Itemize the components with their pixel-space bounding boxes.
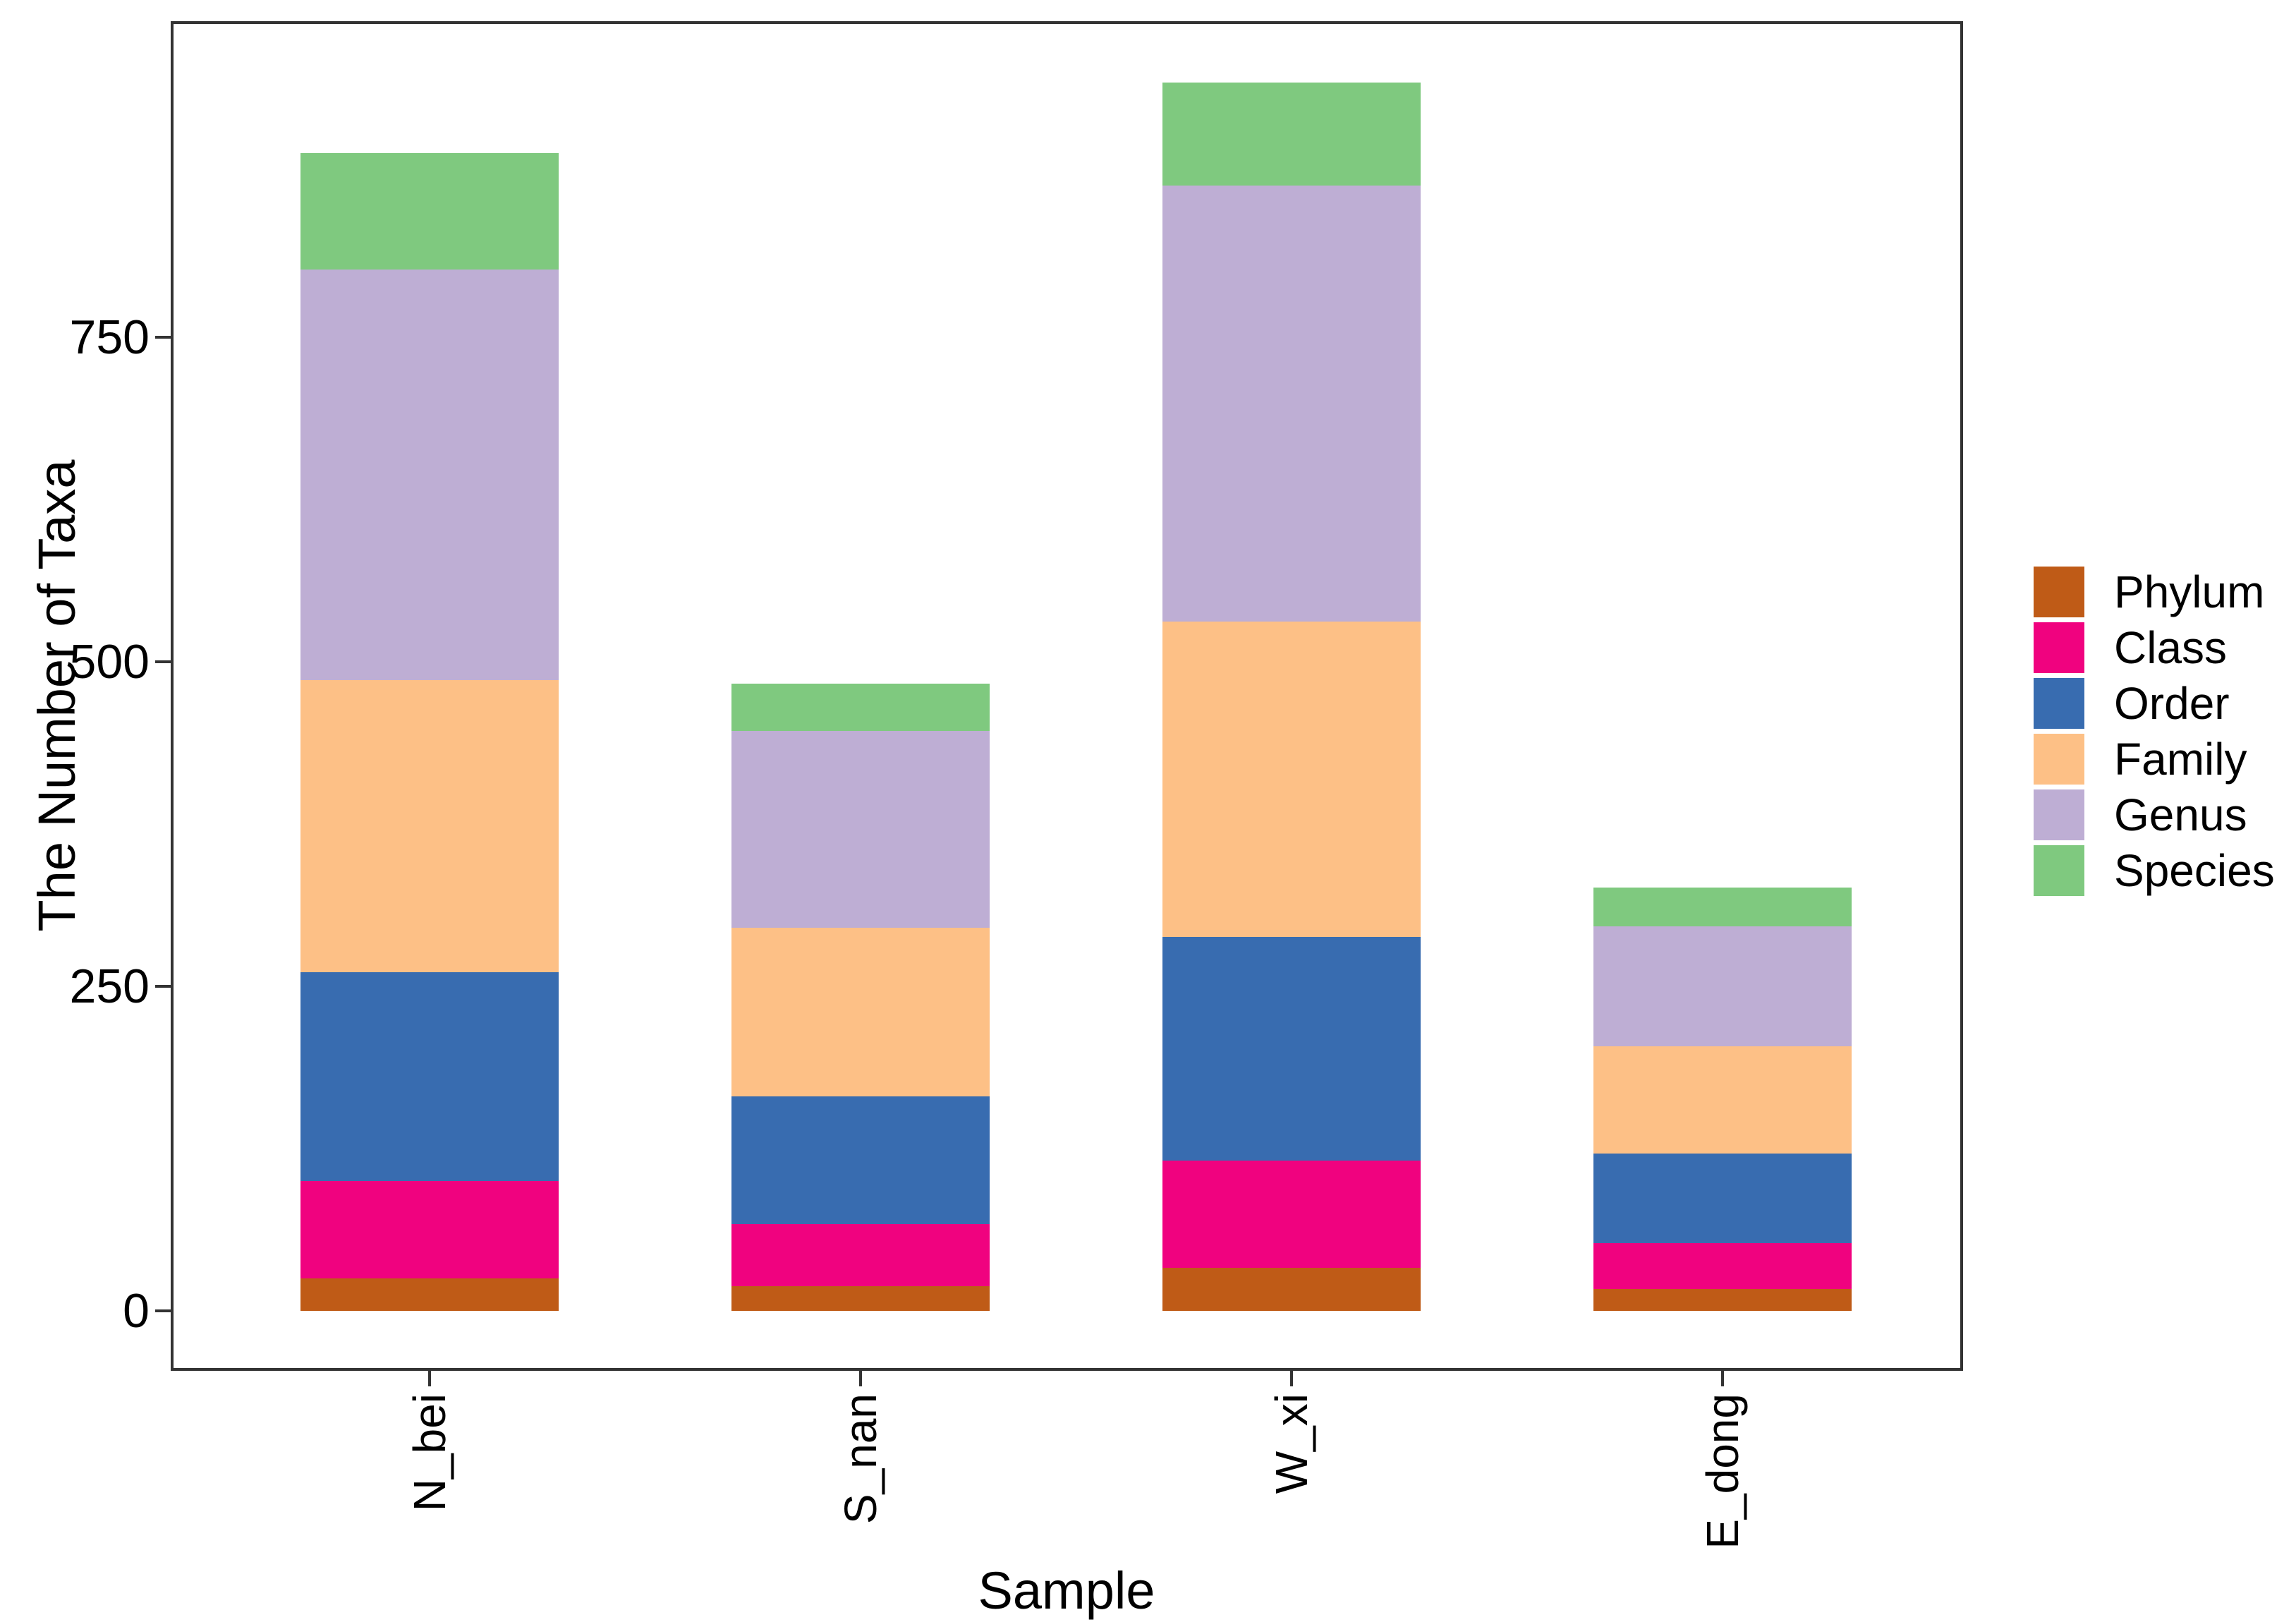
legend-item-Order: Order: [2034, 678, 2275, 729]
y-tick-mark: [155, 1309, 171, 1312]
bar-segment-E_dong-Species: [1593, 888, 1852, 927]
legend-swatch-Phylum: [2034, 567, 2084, 617]
bar-segment-N_bei-Class: [300, 1181, 559, 1278]
legend-swatch-Genus: [2034, 789, 2084, 840]
bar-segment-E_dong-Phylum: [1593, 1288, 1852, 1311]
legend-item-Phylum: Phylum: [2034, 567, 2275, 617]
bar-segment-S_nan-Genus: [731, 730, 990, 928]
legend-item-Family: Family: [2034, 734, 2275, 785]
bar-segment-N_bei-Family: [300, 679, 559, 972]
legend-label: Class: [2114, 622, 2228, 673]
x-tick-label-W_xi: W_xi: [1266, 1393, 1317, 1494]
bar-segment-E_dong-Class: [1593, 1243, 1852, 1289]
x-tick-label-E_dong: E_dong: [1697, 1393, 1748, 1549]
bar-segment-W_xi-Order: [1162, 937, 1421, 1161]
y-tick-mark: [155, 336, 171, 339]
bar-segment-W_xi-Species: [1162, 83, 1421, 186]
bar-segment-N_bei-Genus: [300, 270, 559, 680]
legend-swatch-Order: [2034, 678, 2084, 729]
bar-segment-S_nan-Order: [731, 1096, 990, 1224]
x-tick-label-N_bei: N_bei: [404, 1393, 455, 1512]
bar-segment-W_xi-Genus: [1162, 185, 1421, 622]
legend-swatch-Species: [2034, 845, 2084, 896]
bar-segment-N_bei-Species: [300, 152, 559, 270]
legend-label: Order: [2114, 678, 2230, 729]
legend-label: Species: [2114, 845, 2275, 896]
legend-item-Genus: Genus: [2034, 789, 2275, 840]
bar-segment-S_nan-Phylum: [731, 1286, 990, 1311]
bar-segment-N_bei-Order: [300, 972, 559, 1181]
legend: Phylum Class Order Family Genus Species: [2034, 567, 2275, 901]
y-tick-mark: [155, 985, 171, 988]
bar-segment-N_bei-Phylum: [300, 1278, 559, 1311]
legend-swatch-Family: [2034, 734, 2084, 785]
bar-segment-E_dong-Order: [1593, 1154, 1852, 1244]
bar-segment-S_nan-Species: [731, 684, 990, 731]
y-axis-title: The Number of Taxa: [28, 459, 86, 932]
y-tick-mark: [155, 660, 171, 663]
x-tick-label-S_nan: S_nan: [835, 1393, 886, 1525]
legend-label: Phylum: [2114, 567, 2265, 617]
legend-item-Species: Species: [2034, 845, 2275, 896]
y-tick-label: 250: [69, 960, 150, 1013]
legend-item-Class: Class: [2034, 622, 2275, 673]
bar-segment-E_dong-Genus: [1593, 926, 1852, 1046]
bar-segment-S_nan-Class: [731, 1223, 990, 1287]
legend-swatch-Class: [2034, 622, 2084, 673]
y-tick-label: 750: [69, 310, 150, 364]
y-tick-label: 500: [69, 635, 150, 689]
bar-segment-W_xi-Family: [1162, 621, 1421, 938]
x-tick-mark: [1721, 1371, 1724, 1386]
legend-label: Family: [2114, 734, 2247, 785]
x-tick-mark: [1290, 1371, 1293, 1386]
y-tick-label: 0: [123, 1284, 150, 1338]
bar-segment-S_nan-Family: [731, 928, 990, 1097]
x-tick-mark: [428, 1371, 431, 1386]
legend-label: Genus: [2114, 789, 2247, 840]
bar-segment-W_xi-Phylum: [1162, 1268, 1421, 1311]
x-axis-title: Sample: [978, 1561, 1155, 1620]
x-tick-mark: [859, 1371, 862, 1386]
bar-segment-W_xi-Class: [1162, 1160, 1421, 1269]
bar-segment-E_dong-Family: [1593, 1046, 1852, 1154]
